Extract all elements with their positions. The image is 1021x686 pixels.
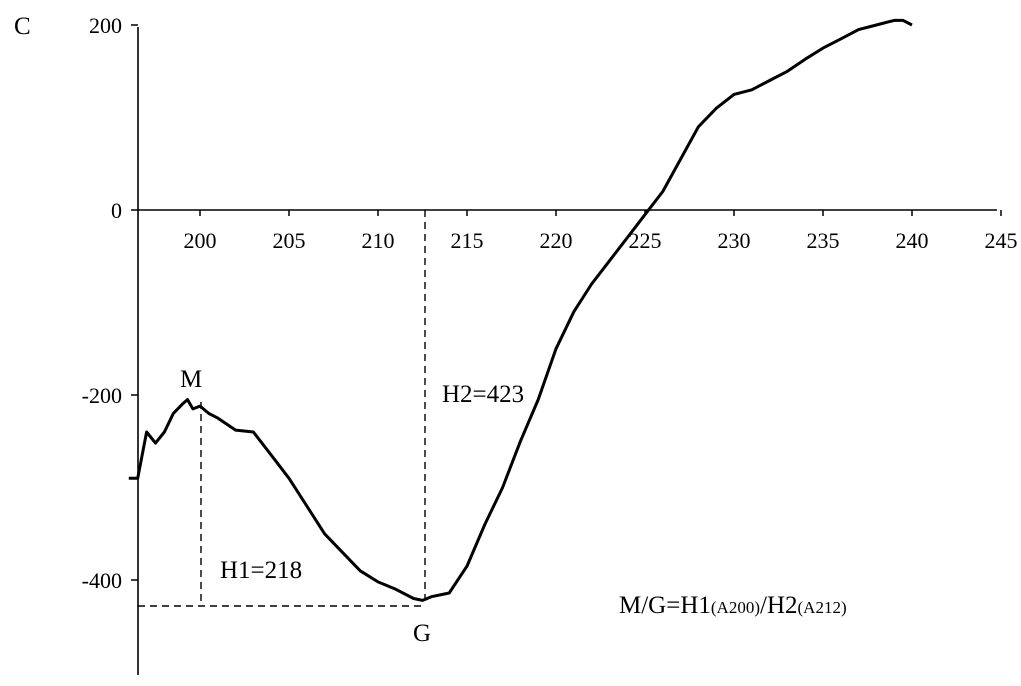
- x-tick-label: 220: [540, 228, 573, 253]
- annotation-h1: H1=218: [220, 557, 302, 584]
- y-axis: 200 0 -200 -400: [82, 13, 139, 675]
- panel-label: C: [14, 13, 31, 40]
- x-axis: 200 205 210 215 220 225 230 235 240 245: [138, 209, 1018, 253]
- x-tick-label: 230: [718, 228, 751, 253]
- ratio-sub2: (A212): [798, 598, 847, 617]
- x-tick-label: 210: [362, 228, 395, 253]
- ratio-mid: /H2: [760, 592, 798, 619]
- x-tick-label: 225: [629, 228, 662, 253]
- measure-lines: [138, 210, 426, 607]
- x-tick-label: 235: [807, 228, 840, 253]
- annotation-m: M: [180, 366, 202, 393]
- y-tick-label: 0: [111, 198, 122, 223]
- y-tick-label: -400: [82, 568, 122, 593]
- annotation-ratio: M/G=H1(A200)/H2(A212): [619, 592, 847, 619]
- y-tick-label: -200: [82, 383, 122, 408]
- y-ticks: 200 0 -200 -400: [82, 13, 138, 593]
- x-ticks: 200 205 210 215 220 225 230 235 240 245: [184, 210, 1018, 253]
- ratio-sub1: (A200): [711, 598, 760, 617]
- x-tick-label: 205: [273, 228, 306, 253]
- annotation-g: G: [413, 620, 431, 647]
- x-tick-label: 245: [985, 228, 1018, 253]
- x-tick-label: 200: [184, 228, 217, 253]
- series-line: [128, 18, 913, 602]
- x-tick-label: 240: [896, 228, 929, 253]
- x-tick-label: 215: [451, 228, 484, 253]
- annotation-h2: H2=423: [442, 381, 524, 408]
- y-tick-label: 200: [89, 13, 122, 38]
- ratio-main: M/G=H1: [619, 592, 711, 619]
